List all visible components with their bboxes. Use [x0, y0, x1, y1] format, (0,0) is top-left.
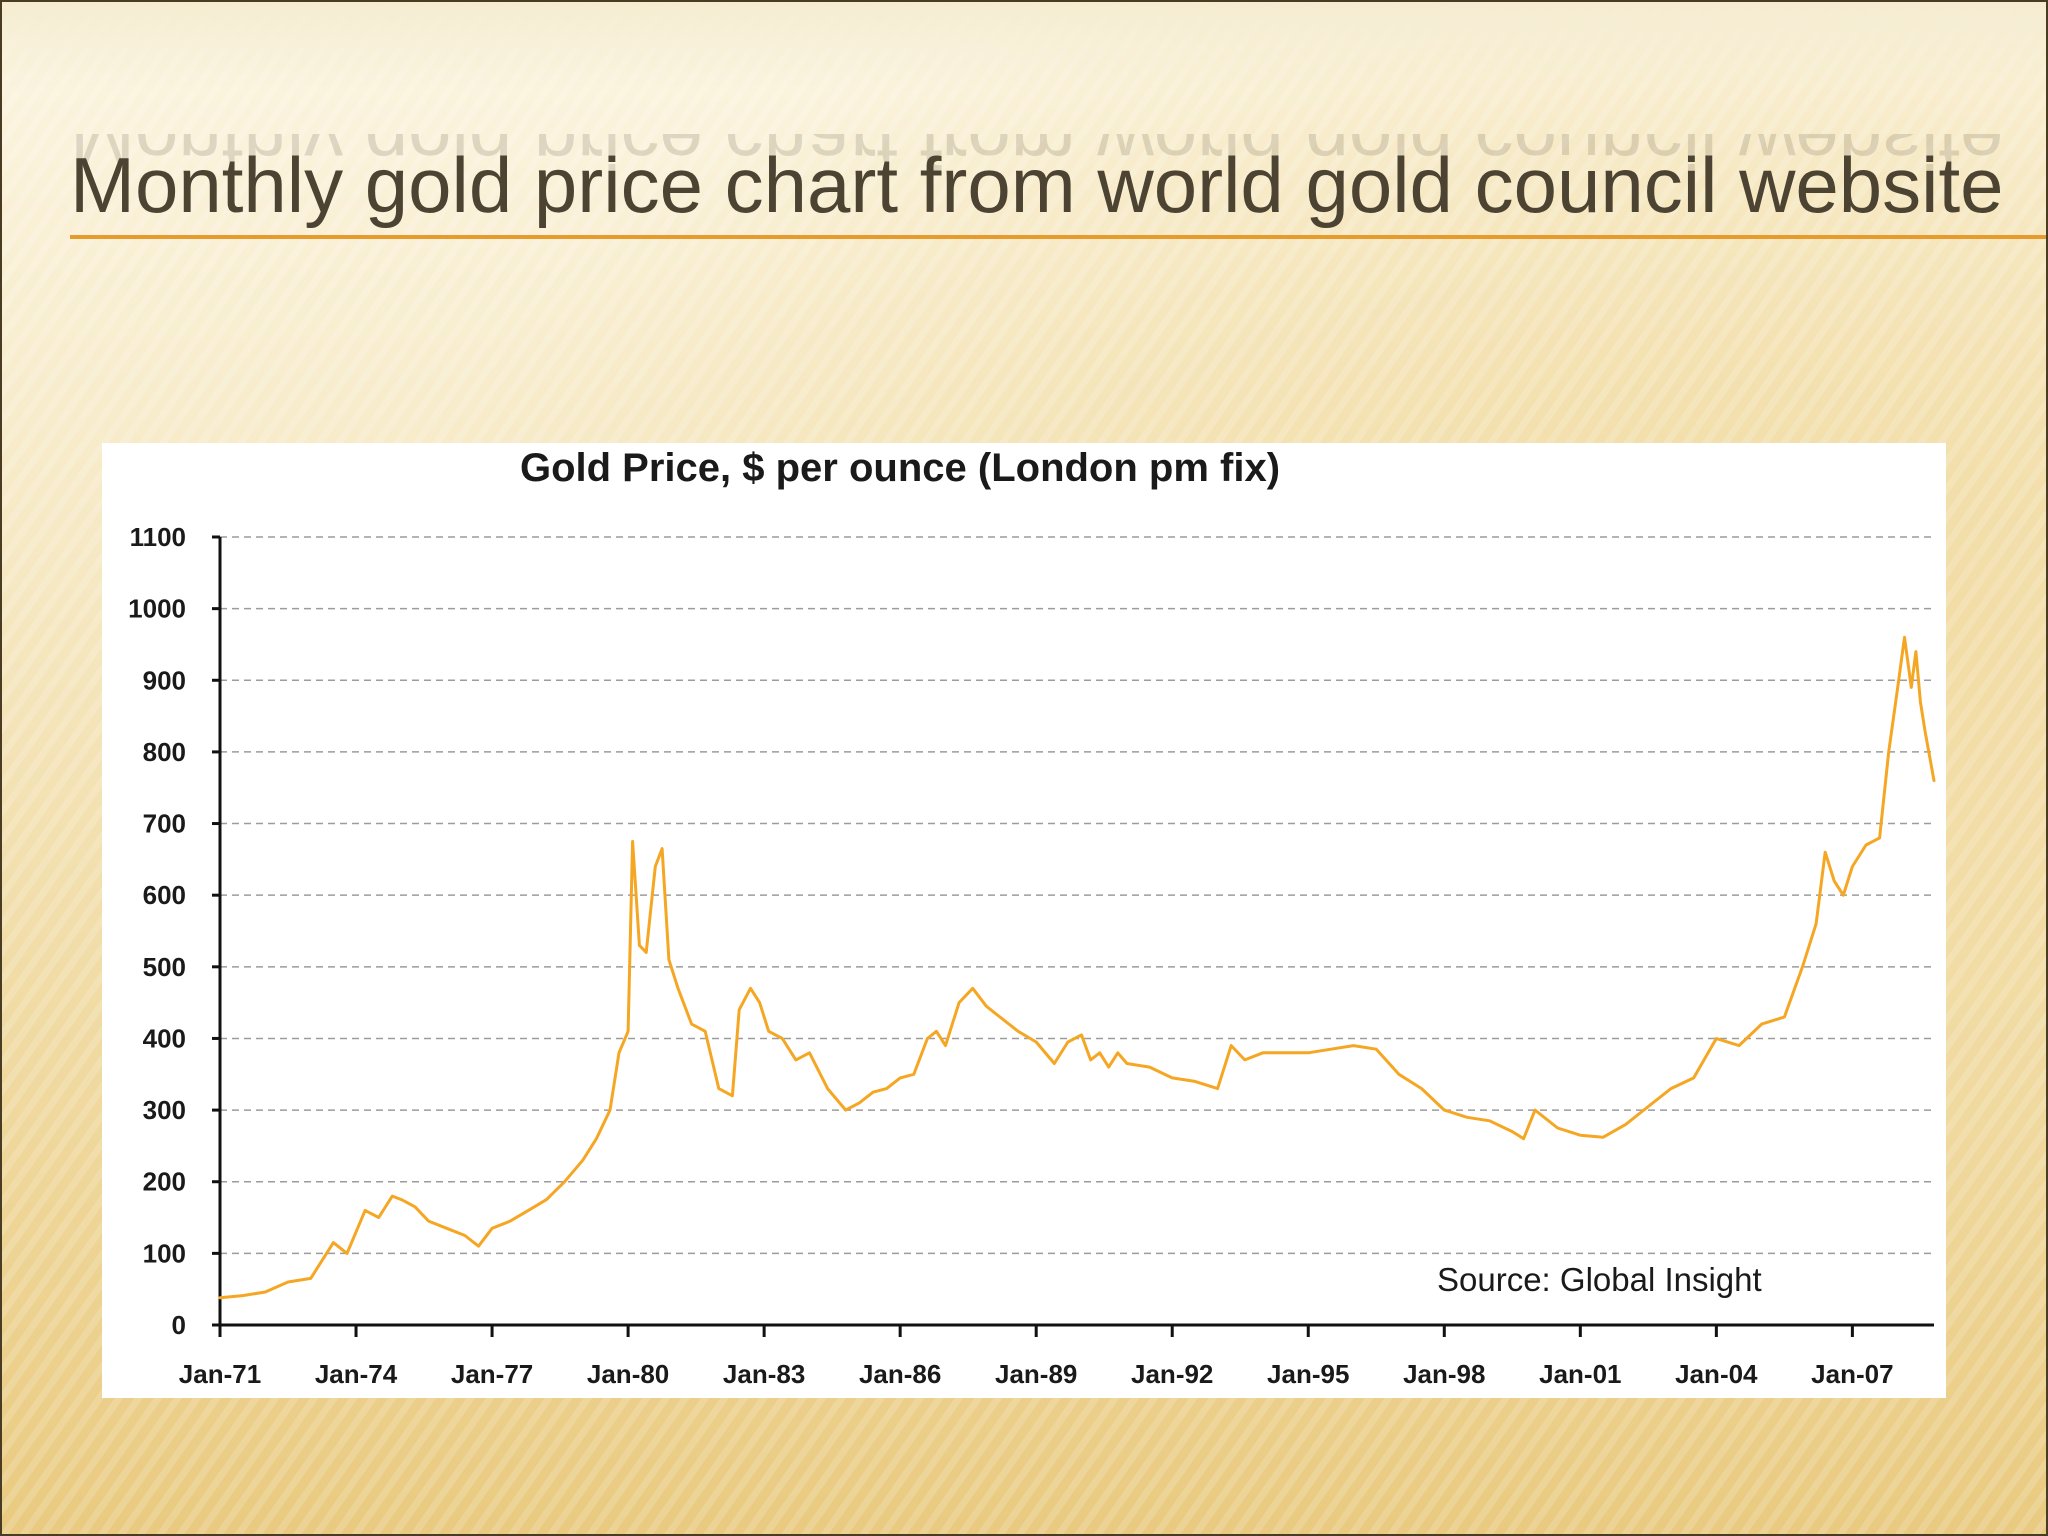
x-tick-label-Jan-95: Jan-95	[1267, 1359, 1349, 1389]
y-tick-label-300: 300	[143, 1095, 186, 1125]
x-tick-label-Jan-74: Jan-74	[315, 1359, 398, 1389]
slide-title-reflection: Monthly gold price chart from world gold…	[70, 134, 2004, 185]
chart-title: Gold Price, $ per ounce (London pm fix)	[520, 446, 1280, 490]
y-tick-label-200: 200	[143, 1167, 186, 1197]
series-layer	[218, 635, 1936, 1300]
y-tick-label-100: 100	[143, 1238, 186, 1268]
x-tick-label-Jan-92: Jan-92	[1131, 1359, 1213, 1389]
y-tick-label-0: 0	[172, 1310, 186, 1340]
series-line-0	[218, 635, 1936, 1300]
y-axis-ticks: 0 100 200 300 400 500 600 700 800 900 1000 1100	[128, 522, 220, 1340]
y-tick-label-600: 600	[143, 880, 186, 910]
x-tick-label-Jan-86: Jan-86	[859, 1359, 941, 1389]
y-tick-label-400: 400	[143, 1023, 186, 1053]
slide-top-band	[0, 0, 2048, 92]
chart-panel: Gold Price, $ per ounce (London pm fix) …	[102, 443, 1946, 1398]
x-tick-label-Jan-01: Jan-01	[1539, 1359, 1621, 1389]
x-tick-label-Jan-89: Jan-89	[995, 1359, 1077, 1389]
x-tick-label-Jan-98: Jan-98	[1403, 1359, 1485, 1389]
y-tick-label-800: 800	[143, 737, 186, 767]
y-tick-label-900: 900	[143, 665, 186, 695]
x-axis-ticks: Jan-71 Jan-74 Jan-77 Jan-80 Jan-83 Jan-86 Jan-…	[179, 1325, 1894, 1389]
y-tick-label-1000: 1000	[128, 594, 186, 624]
axes	[218, 537, 1934, 1327]
y-tick-label-1100: 1100	[130, 522, 186, 552]
y-tick-label-700: 700	[143, 809, 186, 839]
gold-price-chart: Gold Price, $ per ounce (London pm fix) …	[128, 446, 1936, 1389]
title-underline-rule	[70, 235, 2048, 239]
x-tick-label-Jan-04: Jan-04	[1675, 1359, 1758, 1389]
x-tick-label-Jan-77: Jan-77	[451, 1359, 533, 1389]
y-tick-label-500: 500	[143, 952, 186, 982]
x-tick-label-Jan-71: Jan-71	[179, 1359, 261, 1389]
gridlines	[220, 536, 1934, 1255]
x-tick-label-Jan-83: Jan-83	[723, 1359, 805, 1389]
x-tick-label-Jan-80: Jan-80	[587, 1359, 669, 1389]
x-tick-label-Jan-07: Jan-07	[1811, 1359, 1893, 1389]
slide-title: Monthly gold price chart from world gold…	[70, 141, 2004, 229]
source-annotation: Source: Global Insight	[1437, 1261, 1762, 1298]
